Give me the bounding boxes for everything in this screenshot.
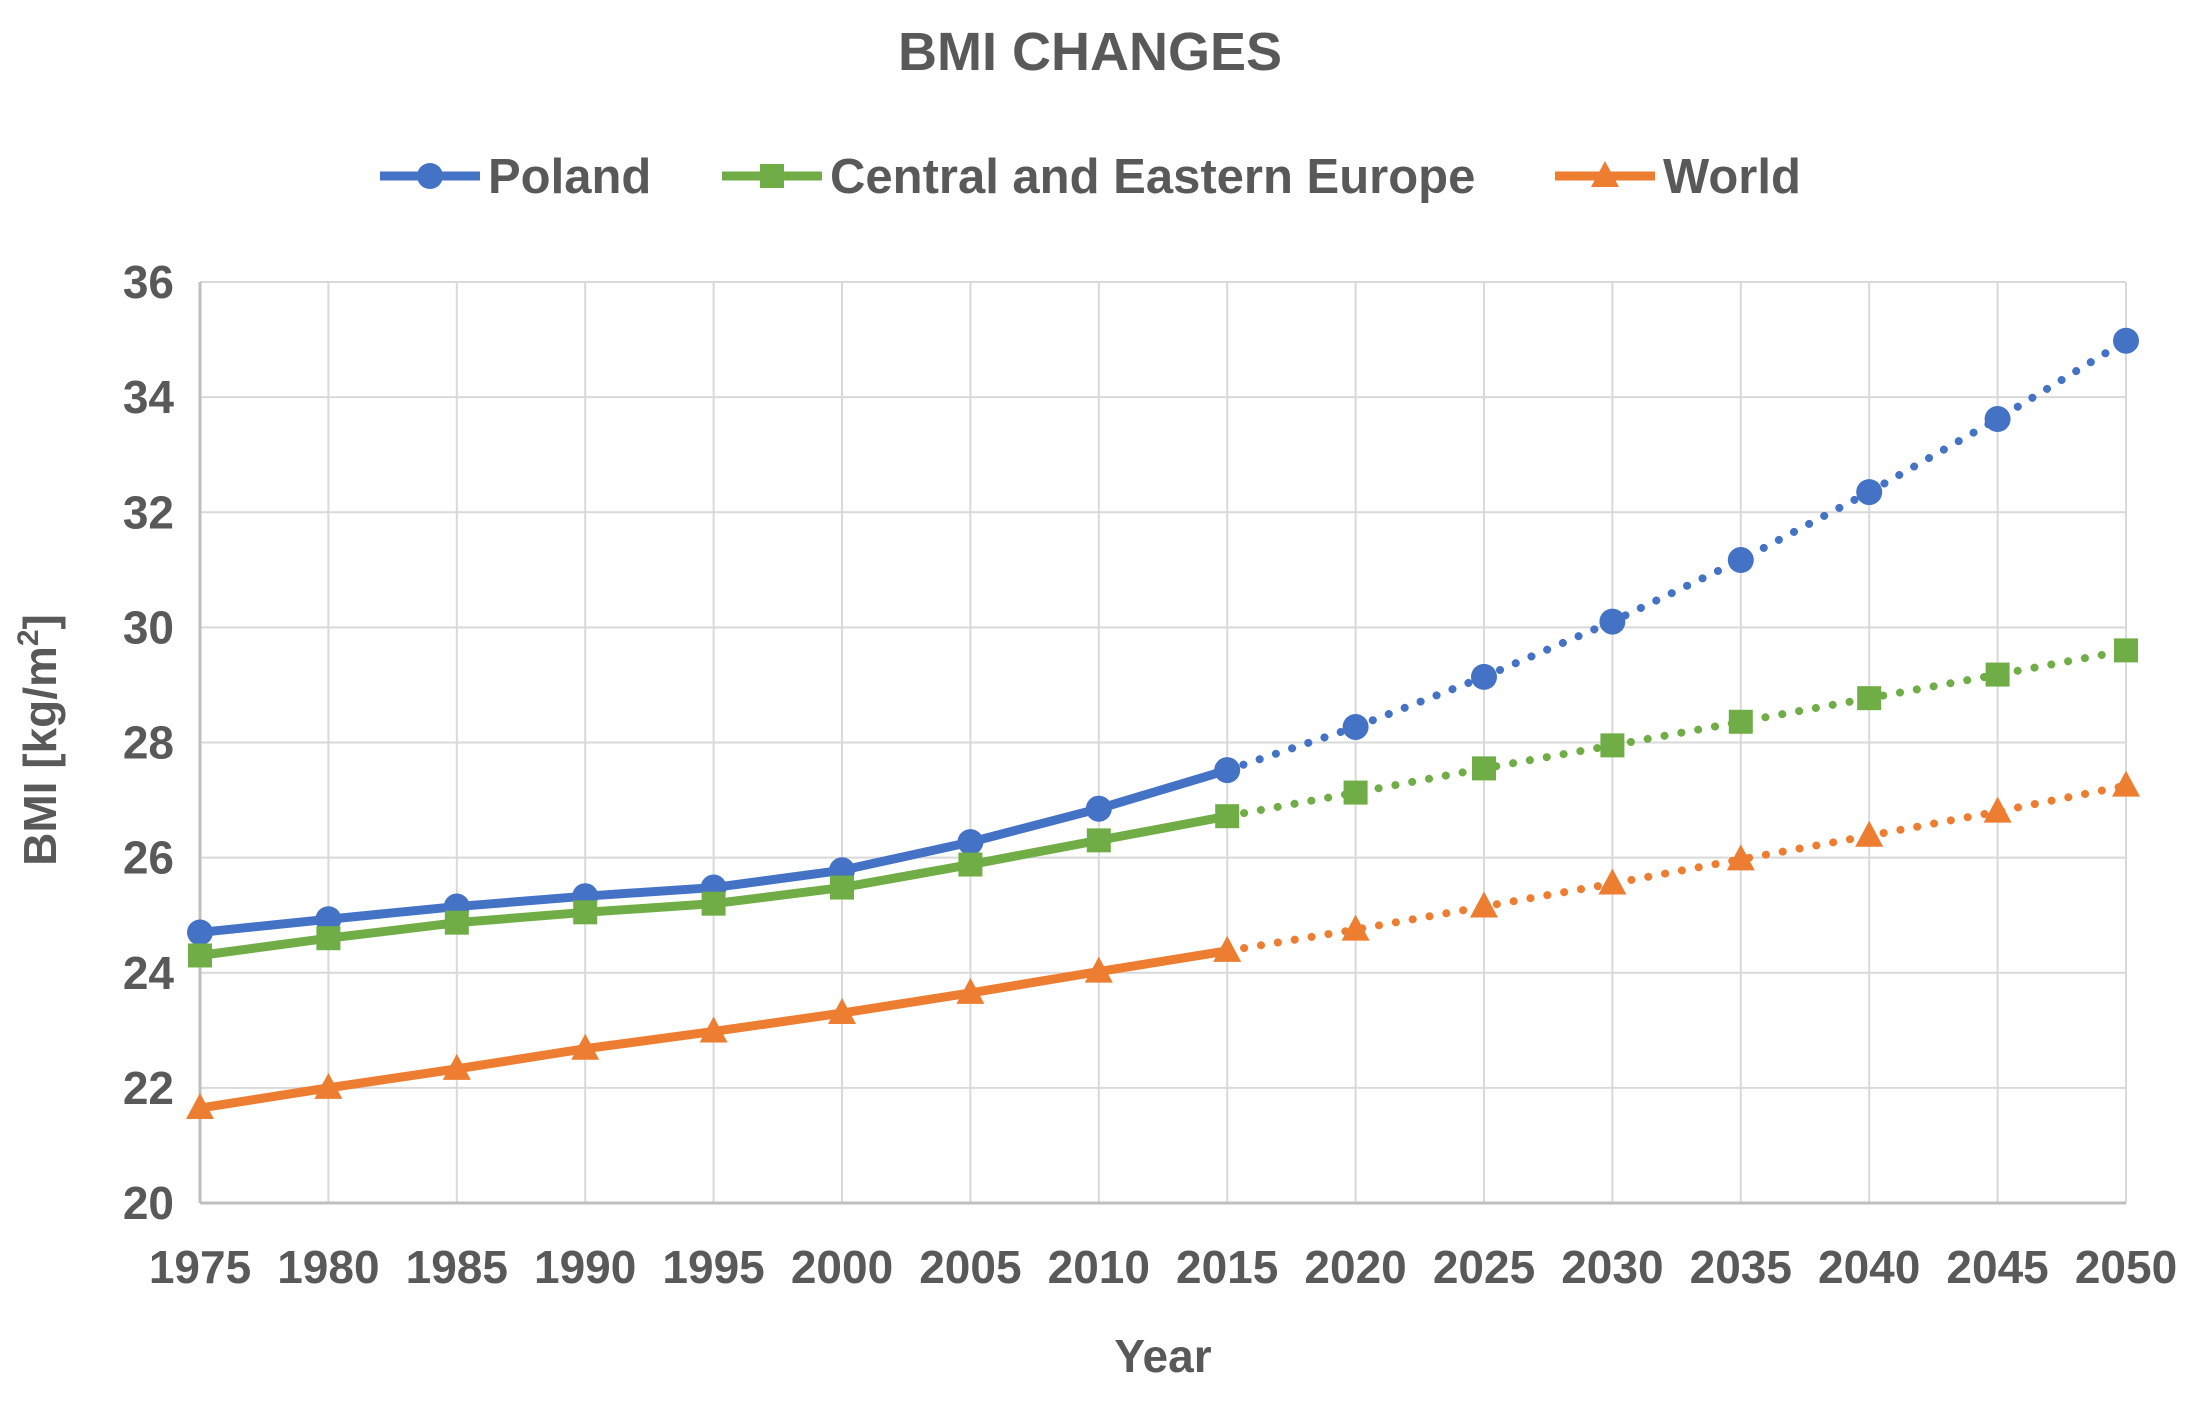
y-axis-ticks: 20 22 24 26 28 30 32 34 36	[123, 256, 175, 1229]
data-point-world	[1726, 844, 1755, 871]
data-point-world	[1341, 914, 1370, 941]
data-point-central-and-eastern-europe	[1215, 804, 1240, 829]
data-point-central-and-eastern-europe	[1857, 686, 1882, 711]
x-tick-label: 2025	[1433, 1241, 1535, 1293]
data-point-poland	[187, 919, 213, 946]
legend-label: World	[1663, 150, 1801, 204]
data-point-poland	[315, 906, 342, 933]
data-point-central-and-eastern-europe	[958, 852, 983, 877]
x-tick-label: 2040	[1818, 1241, 1920, 1293]
data-point-poland	[1856, 479, 1883, 506]
legend-swatch-marker	[760, 164, 784, 188]
data-point-world	[442, 1053, 471, 1080]
legend-item-central-and-eastern-europe: Central and Eastern Europe	[722, 150, 1475, 204]
x-tick-label: 1980	[277, 1241, 379, 1293]
y-tick-label: 32	[123, 486, 174, 538]
y-tick-label: 34	[123, 371, 175, 423]
legend-swatch-marker	[417, 163, 443, 189]
y-tick-label: 36	[123, 256, 174, 308]
data-point-world	[571, 1033, 600, 1060]
data-point-world	[956, 977, 985, 1004]
legend-label: Poland	[488, 150, 651, 204]
data-point-world	[1084, 956, 1113, 983]
x-tick-label: 2000	[791, 1241, 893, 1293]
data-point-world	[1598, 868, 1627, 895]
x-tick-label: 2010	[1048, 1241, 1150, 1293]
data-point-central-and-eastern-europe	[701, 891, 726, 916]
y-axis-label-main: BMI [kg/m	[14, 646, 66, 866]
y-tick-label: 24	[123, 947, 175, 999]
legend: Poland Central and Eastern Europe World	[380, 150, 1801, 204]
data-point-central-and-eastern-europe	[573, 900, 598, 925]
data-point-world	[1855, 820, 1884, 847]
x-tick-label: 2020	[1304, 1241, 1406, 1293]
data-point-poland	[1214, 757, 1241, 784]
series-line-poland-projected	[1223, 336, 2130, 775]
chart-title: BMI CHANGES	[898, 22, 1282, 82]
data-point-world	[828, 998, 856, 1025]
x-tick-label: 2015	[1176, 1241, 1278, 1293]
y-tick-label: 20	[123, 1177, 174, 1229]
x-tick-label: 1995	[662, 1241, 764, 1293]
x-tick-label: 1975	[149, 1241, 251, 1293]
x-tick-label: 1985	[406, 1241, 508, 1293]
series-group	[186, 327, 2140, 1120]
data-point-central-and-eastern-europe	[830, 875, 854, 900]
data-point-world	[186, 1093, 214, 1120]
data-point-central-and-eastern-europe	[1343, 780, 1368, 805]
y-tick-label: 30	[123, 601, 174, 653]
x-tick-label: 2050	[2075, 1241, 2177, 1293]
data-point-poland	[1342, 713, 1369, 740]
data-point-central-and-eastern-europe	[444, 910, 469, 935]
data-point-central-and-eastern-europe	[1600, 733, 1625, 758]
y-tick-label: 26	[123, 832, 174, 884]
data-point-poland	[1984, 405, 2011, 432]
data-point-central-and-eastern-europe	[1472, 756, 1496, 781]
series-line-central-and-eastern-europe-projected	[1223, 646, 2130, 821]
data-point-world	[1470, 891, 1498, 918]
data-point-world	[1983, 796, 2012, 823]
series-line-world-projected	[1223, 781, 2130, 955]
legend-swatch-marker	[1591, 161, 1619, 187]
gridlines	[200, 281, 2127, 1203]
x-tick-label: 2035	[1690, 1241, 1792, 1293]
data-point-poland	[2113, 327, 2139, 354]
y-axis-label-superscript: 2	[12, 629, 45, 646]
y-axis-label-suffix: ]	[14, 614, 66, 629]
data-point-central-and-eastern-europe	[188, 943, 212, 968]
y-tick-label: 22	[123, 1062, 174, 1114]
data-point-central-and-eastern-europe	[1086, 828, 1111, 853]
data-point-poland	[1471, 663, 1497, 690]
data-point-poland	[1727, 547, 1754, 574]
data-point-world	[314, 1072, 343, 1099]
y-axis-label: BMI [kg/m2]	[12, 614, 66, 866]
data-point-central-and-eastern-europe	[1985, 662, 2010, 687]
x-axis-label: Year	[1114, 1330, 1211, 1382]
x-tick-label: 2005	[919, 1241, 1021, 1293]
series-central-and-eastern-europe	[188, 638, 2138, 968]
data-point-poland	[1599, 608, 1626, 635]
x-tick-label: 2045	[1946, 1241, 2048, 1293]
data-point-poland	[957, 829, 984, 856]
data-point-poland	[1085, 795, 1112, 822]
legend-item-poland: Poland	[380, 150, 651, 204]
x-tick-label: 2030	[1561, 1241, 1663, 1293]
x-tick-label: 1990	[534, 1241, 636, 1293]
x-axis-ticks: 1975 1980 1985 1990 1995 2000 2005 2010 2015 2020…	[149, 1241, 2177, 1293]
data-point-central-and-eastern-europe	[2114, 638, 2138, 663]
data-point-central-and-eastern-europe	[316, 926, 341, 951]
data-point-central-and-eastern-europe	[1728, 709, 1753, 734]
data-point-world	[699, 1016, 728, 1043]
data-point-world	[1213, 935, 1242, 962]
legend-label: Central and Eastern Europe	[830, 150, 1475, 204]
series-world	[186, 770, 2140, 1120]
legend-item-world: World	[1555, 150, 1801, 204]
y-tick-label: 28	[123, 717, 174, 769]
series-poland	[187, 327, 2139, 946]
axes	[198, 282, 2126, 1205]
data-point-world	[2112, 770, 2140, 797]
